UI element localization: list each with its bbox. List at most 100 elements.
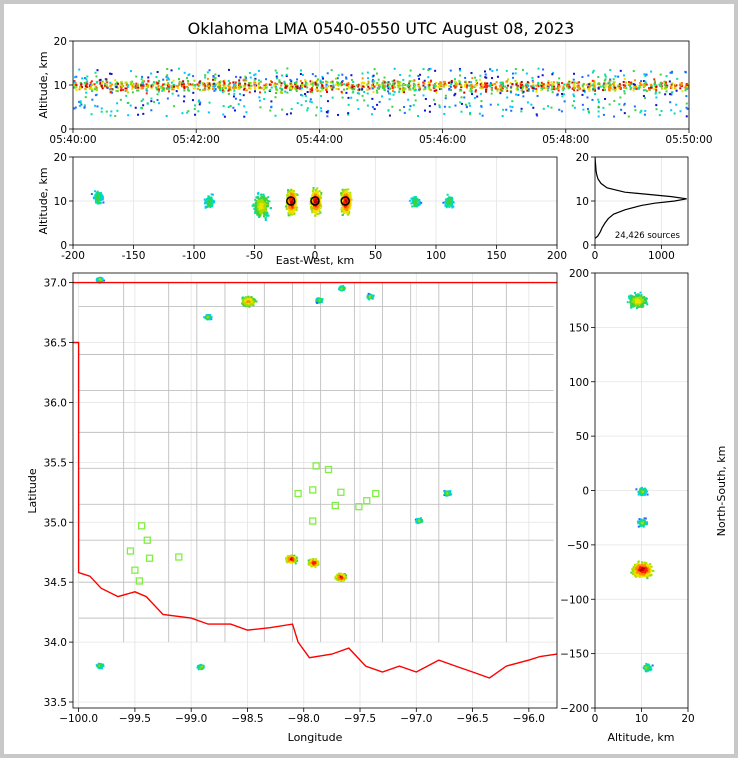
lightning-source	[313, 202, 316, 205]
lightning-source	[228, 68, 231, 71]
lightning-source	[357, 85, 360, 88]
lightning-source	[94, 86, 97, 89]
lightning-source	[392, 90, 395, 93]
lightning-source	[167, 82, 170, 85]
lightning-source	[173, 105, 176, 108]
lightning-source	[644, 97, 647, 100]
lightning-source	[253, 298, 256, 301]
lightning-source	[137, 113, 140, 116]
lightning-source	[526, 101, 529, 104]
lightning-source	[263, 204, 266, 207]
lightning-source	[223, 115, 226, 118]
lightning-source	[670, 71, 673, 74]
lightning-source	[105, 79, 108, 82]
altitude-histogram-line	[595, 157, 687, 239]
lightning-source	[273, 83, 276, 86]
lightning-source	[592, 89, 595, 92]
lightning-source	[294, 204, 297, 207]
lightning-source	[637, 87, 640, 90]
lightning-source	[238, 82, 241, 85]
lightning-source	[537, 85, 540, 88]
lightning-source	[263, 211, 266, 214]
lightning-source	[341, 199, 344, 202]
lightning-source	[196, 83, 199, 86]
lightning-source	[479, 74, 482, 77]
lightning-source	[506, 96, 509, 99]
lightning-source	[253, 78, 256, 81]
lightning-source	[147, 76, 150, 79]
lightning-source	[260, 196, 263, 199]
lightning-source	[453, 94, 456, 97]
lightning-source	[227, 106, 230, 109]
lightning-source	[592, 88, 595, 91]
lightning-source	[223, 79, 226, 82]
lightning-source	[406, 85, 409, 88]
lightning-source	[233, 89, 236, 92]
lightning-source	[182, 80, 185, 83]
lightning-source	[193, 107, 196, 110]
lightning-source	[243, 88, 246, 91]
lightning-source	[78, 100, 81, 103]
lightning-source	[408, 88, 411, 91]
lightning-source	[233, 86, 236, 89]
lightning-source	[216, 85, 219, 88]
lightning-source	[288, 87, 291, 90]
lightning-source	[222, 113, 225, 116]
lightning-source	[387, 87, 390, 90]
lightning-source	[537, 75, 540, 78]
lightning-source	[292, 204, 295, 207]
lightning-source	[565, 83, 568, 86]
lightning-source	[623, 102, 626, 105]
lightning-source	[664, 81, 667, 84]
lightning-source	[242, 297, 245, 300]
lightning-source	[394, 86, 397, 89]
lightning-source	[373, 68, 376, 71]
lightning-source	[558, 81, 561, 84]
lightning-source	[264, 217, 267, 220]
lightning-source	[468, 90, 471, 93]
lightning-source	[254, 211, 257, 214]
lightning-source	[407, 84, 410, 87]
lightning-source	[353, 88, 356, 91]
lightning-source	[235, 75, 238, 78]
lightning-source	[166, 97, 169, 100]
lightning-source	[417, 82, 420, 85]
lightning-source	[435, 81, 438, 84]
lightning-source	[320, 94, 323, 97]
lightning-source	[209, 204, 212, 207]
lightning-source	[296, 85, 299, 88]
lightning-source	[686, 88, 689, 91]
lightning-source	[427, 80, 430, 83]
lightning-source	[274, 69, 277, 72]
lightning-source	[469, 113, 472, 116]
lightning-source	[511, 76, 514, 79]
lightning-source	[349, 197, 352, 200]
lightning-source	[290, 88, 293, 91]
lightning-source	[180, 82, 183, 85]
lightning-source	[468, 84, 471, 87]
lightning-source	[289, 194, 292, 197]
lightning-source	[168, 84, 171, 87]
lightning-source	[344, 203, 347, 206]
lightning-source	[341, 73, 344, 76]
lightning-source	[633, 79, 636, 82]
lightning-source	[391, 85, 394, 88]
lightning-source	[573, 106, 576, 109]
lightning-source	[532, 106, 535, 109]
lightning-source	[349, 191, 352, 194]
lightning-source	[259, 106, 262, 109]
lightning-source	[449, 200, 452, 203]
lightning-source	[156, 98, 159, 101]
lightning-source	[619, 96, 622, 99]
lightning-source	[618, 85, 621, 88]
x-tick-label: 05:40:00	[49, 134, 96, 146]
lightning-source	[489, 82, 492, 85]
lightning-source	[293, 193, 296, 196]
lightning-source	[228, 88, 231, 91]
lightning-source	[171, 88, 174, 91]
lightning-source	[296, 87, 299, 90]
lightning-source	[572, 86, 575, 89]
lightning-source	[330, 85, 333, 88]
lightning-source	[372, 82, 375, 85]
lightning-source	[119, 81, 122, 84]
